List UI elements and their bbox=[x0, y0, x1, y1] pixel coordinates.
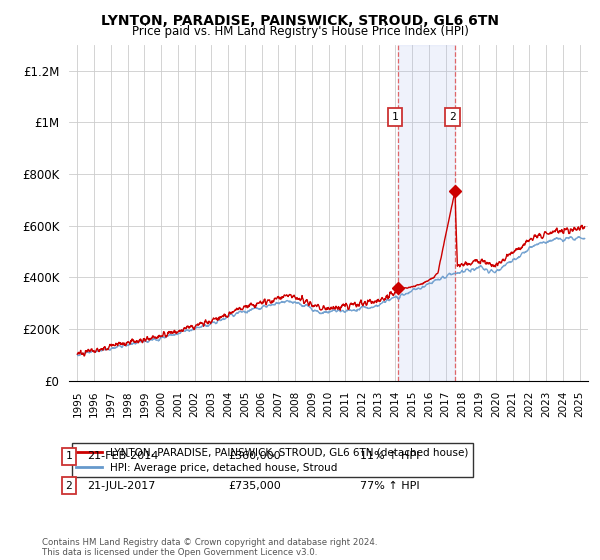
Bar bbox=[398, 45, 455, 381]
Text: 21-FEB-2014: 21-FEB-2014 bbox=[87, 451, 158, 461]
Text: 1: 1 bbox=[65, 451, 73, 461]
Text: Contains HM Land Registry data © Crown copyright and database right 2024.
This d: Contains HM Land Registry data © Crown c… bbox=[42, 538, 377, 557]
Text: LYNTON, PARADISE, PAINSWICK, STROUD, GL6 6TN: LYNTON, PARADISE, PAINSWICK, STROUD, GL6… bbox=[101, 14, 499, 28]
Text: £735,000: £735,000 bbox=[228, 480, 281, 491]
Text: Price paid vs. HM Land Registry's House Price Index (HPI): Price paid vs. HM Land Registry's House … bbox=[131, 25, 469, 38]
Legend: LYNTON, PARADISE, PAINSWICK, STROUD, GL6 6TN (detached house), HPI: Average pric: LYNTON, PARADISE, PAINSWICK, STROUD, GL6… bbox=[71, 443, 473, 477]
Text: 1: 1 bbox=[392, 112, 398, 122]
Text: 2: 2 bbox=[449, 112, 456, 122]
Text: 77% ↑ HPI: 77% ↑ HPI bbox=[360, 480, 419, 491]
Text: 21-JUL-2017: 21-JUL-2017 bbox=[87, 480, 155, 491]
Text: 11% ↑ HPI: 11% ↑ HPI bbox=[360, 451, 419, 461]
Text: £360,000: £360,000 bbox=[228, 451, 281, 461]
Text: 2: 2 bbox=[65, 480, 73, 491]
